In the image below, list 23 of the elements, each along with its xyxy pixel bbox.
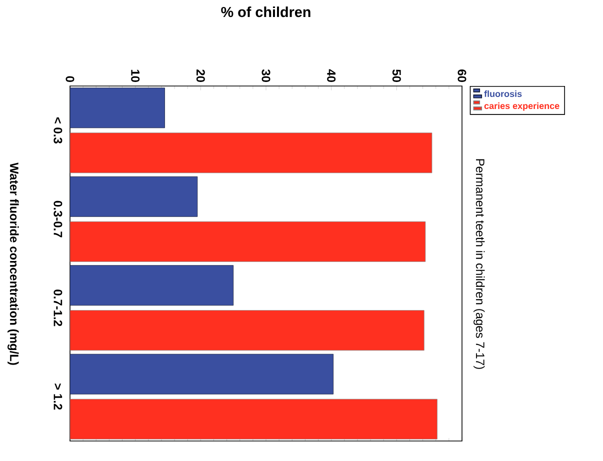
- x-tick-label: 30: [262, 69, 270, 82]
- y-tick-label: 0.3-0.7: [54, 200, 62, 238]
- bar: [70, 310, 424, 351]
- y-tick-label: < 0.3: [54, 117, 62, 144]
- x-tick-label: 60: [458, 70, 466, 82]
- y-axis-title: Water fluoride concentration (mg/L): [8, 162, 19, 365]
- text: Permanent teeth in children (ages 7-17): [474, 159, 485, 369]
- y-tick-label: 0.7-1.2: [54, 290, 62, 326]
- legend-label: fluorosis: [484, 90, 522, 98]
- legend-label: caries experience: [484, 102, 560, 111]
- x-tick-label: 20: [196, 70, 205, 82]
- bar: [70, 132, 432, 174]
- x-tick-label: 0: [66, 76, 74, 82]
- x-tick-label: 10: [131, 70, 140, 82]
- bar: [70, 354, 334, 394]
- bar: [70, 265, 234, 306]
- bar: [70, 221, 426, 262]
- bar: [70, 88, 165, 128]
- x-axis-title: % of children: [221, 6, 310, 18]
- bar: [70, 176, 198, 217]
- y-tick-label: > 1.2: [54, 384, 62, 410]
- x-tick-label: 50: [392, 70, 401, 82]
- x-tick-label: 40: [327, 69, 336, 82]
